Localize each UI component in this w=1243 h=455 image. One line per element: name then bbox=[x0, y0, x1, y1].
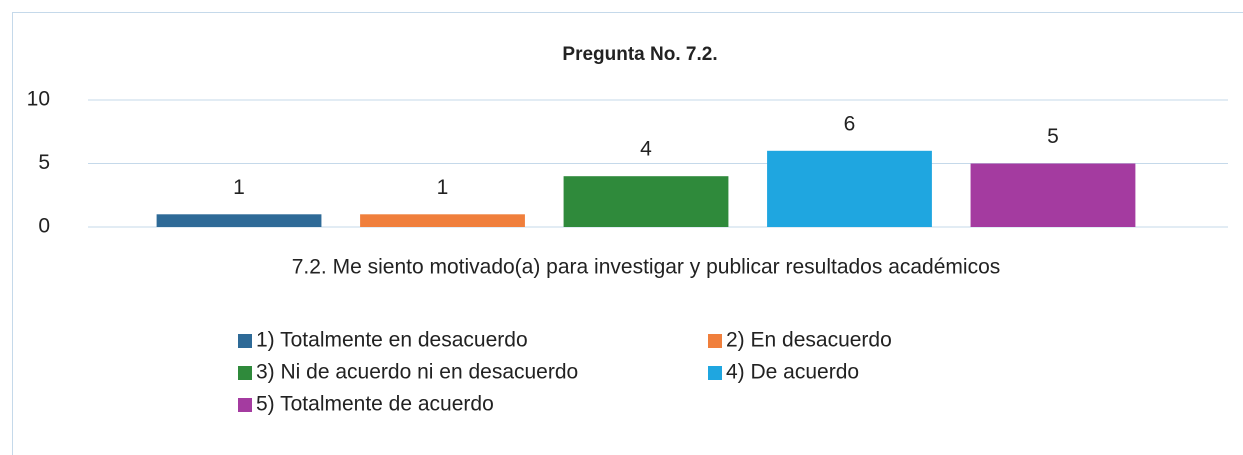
chart-border bbox=[12, 12, 1243, 455]
data-label: 4 bbox=[640, 138, 652, 161]
y-tick-label: 5 bbox=[38, 151, 50, 174]
legend-label: 5) Totalmente de acuerdo bbox=[256, 393, 494, 416]
legend-swatch bbox=[238, 366, 252, 380]
legend-swatch bbox=[708, 334, 722, 348]
bar bbox=[970, 163, 1136, 227]
bar bbox=[156, 214, 322, 227]
data-label: 1 bbox=[233, 176, 245, 199]
legend-label: 2) En desacuerdo bbox=[726, 329, 892, 352]
legend-label: 1) Totalmente en desacuerdo bbox=[256, 329, 528, 352]
legend-label: 4) De acuerdo bbox=[726, 361, 859, 384]
data-label: 1 bbox=[437, 176, 449, 199]
legend-swatch bbox=[238, 334, 252, 348]
bar bbox=[767, 150, 932, 227]
bar bbox=[563, 176, 729, 227]
x-tick-label: 7.2. Me siento motivado(a) para investig… bbox=[292, 256, 1001, 279]
legend-swatch bbox=[708, 366, 722, 380]
data-label: 5 bbox=[1047, 125, 1059, 148]
bar bbox=[360, 214, 525, 227]
legend-swatch bbox=[238, 398, 252, 412]
legend-label: 3) Ni de acuerdo ni en desacuerdo bbox=[256, 361, 578, 384]
chart-title: Pregunta No. 7.2. bbox=[562, 44, 717, 65]
data-label: 6 bbox=[844, 112, 856, 135]
y-tick-label: 0 bbox=[38, 215, 50, 238]
y-tick-label: 10 bbox=[27, 88, 50, 111]
